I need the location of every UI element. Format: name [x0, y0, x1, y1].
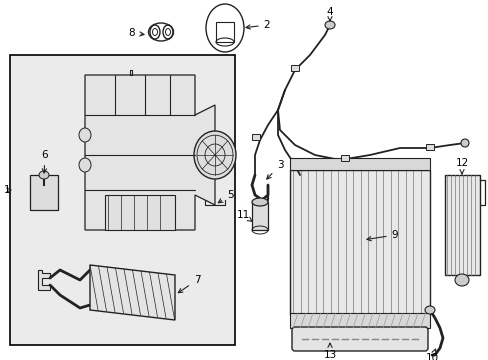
- Ellipse shape: [39, 171, 49, 179]
- Bar: [289, 158, 429, 170]
- Text: 2: 2: [245, 20, 270, 30]
- Text: 8: 8: [128, 28, 143, 38]
- Bar: [216, 22, 234, 42]
- Bar: [289, 313, 429, 328]
- Bar: [444, 175, 479, 275]
- Ellipse shape: [424, 306, 434, 314]
- Text: 1: 1: [4, 185, 11, 195]
- FancyBboxPatch shape: [291, 327, 427, 351]
- Ellipse shape: [454, 274, 468, 286]
- Text: 5: 5: [218, 190, 233, 203]
- Polygon shape: [90, 265, 175, 320]
- Text: 9: 9: [366, 230, 398, 241]
- Ellipse shape: [194, 131, 236, 179]
- Bar: [340, 155, 348, 161]
- Bar: [30, 175, 58, 210]
- Text: 7: 7: [178, 275, 200, 293]
- Text: 3: 3: [266, 160, 283, 179]
- Text: 4: 4: [326, 7, 333, 21]
- Ellipse shape: [79, 128, 91, 142]
- Ellipse shape: [460, 139, 468, 147]
- Text: 11: 11: [236, 210, 252, 222]
- Bar: [105, 195, 175, 230]
- Ellipse shape: [325, 21, 334, 29]
- Bar: [425, 144, 433, 150]
- Text: 10: 10: [425, 349, 438, 360]
- Text: 12: 12: [454, 158, 468, 174]
- Text: 13: 13: [323, 343, 336, 360]
- Polygon shape: [38, 270, 50, 290]
- Bar: [290, 65, 298, 71]
- Bar: [251, 202, 267, 230]
- Ellipse shape: [79, 158, 91, 172]
- Ellipse shape: [251, 198, 267, 206]
- Polygon shape: [85, 75, 215, 230]
- Text: 6: 6: [41, 150, 48, 173]
- Bar: [251, 134, 260, 140]
- Bar: [10, 55, 235, 345]
- Bar: [289, 170, 429, 315]
